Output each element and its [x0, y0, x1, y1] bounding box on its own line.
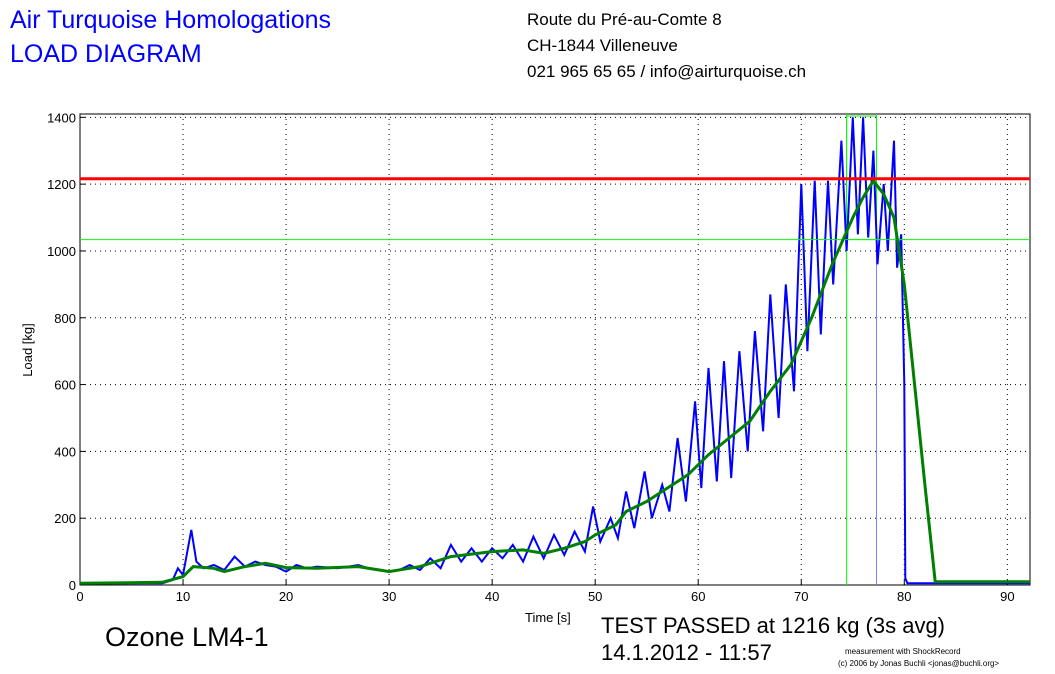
x-tick-label: 30: [382, 589, 396, 604]
credit-line-1: measurement with ShockRecord: [845, 647, 961, 656]
y-tick-label: 1400: [47, 110, 76, 125]
x-tick-label: 80: [897, 589, 911, 604]
address-line-2: CH-1844 Villeneuve: [527, 36, 678, 55]
x-tick-label: 20: [279, 589, 293, 604]
y-axis-label: Load [kg]: [20, 323, 35, 377]
x-axis-label: Time [s]: [525, 610, 571, 625]
x-tick-label: 10: [176, 589, 190, 604]
y-tick-label: 200: [54, 511, 76, 526]
glider-model: Ozone LM4-1: [105, 622, 269, 652]
test-result: TEST PASSED at 1216 kg (3s avg): [601, 613, 946, 638]
plot-area: [79, 113, 1031, 586]
average-load-series: [79, 178, 1030, 585]
document-title: LOAD DIAGRAM: [10, 40, 202, 68]
y-tick-label: 400: [54, 444, 76, 459]
test-date: 14.1.2012 - 11:57: [601, 640, 772, 665]
y-tick-label: 0: [69, 578, 76, 593]
y-tick-label: 1200: [47, 177, 76, 192]
y-tick-label: 1000: [47, 244, 76, 259]
x-tick-label: 60: [691, 589, 705, 604]
company-title: Air Turquoise Homologations: [10, 6, 331, 34]
address-line-3: 021 965 65 65 / info@airturquoise.ch: [527, 62, 807, 81]
credit-line-2: (c) 2006 by Jonas Buchli <jonas@buchli.o…: [838, 659, 1000, 668]
y-tick-label: 600: [54, 378, 76, 393]
address-line-1: Route du Pré-au-Comte 8: [527, 10, 722, 29]
raw-load-series: [80, 117, 1030, 585]
x-tick-label: 70: [794, 589, 808, 604]
x-tick-label: 90: [1000, 589, 1014, 604]
x-tick-label: 50: [588, 589, 602, 604]
x-tick-label: 0: [76, 589, 83, 604]
y-tick-label: 800: [54, 311, 76, 326]
x-tick-label: 40: [485, 589, 499, 604]
